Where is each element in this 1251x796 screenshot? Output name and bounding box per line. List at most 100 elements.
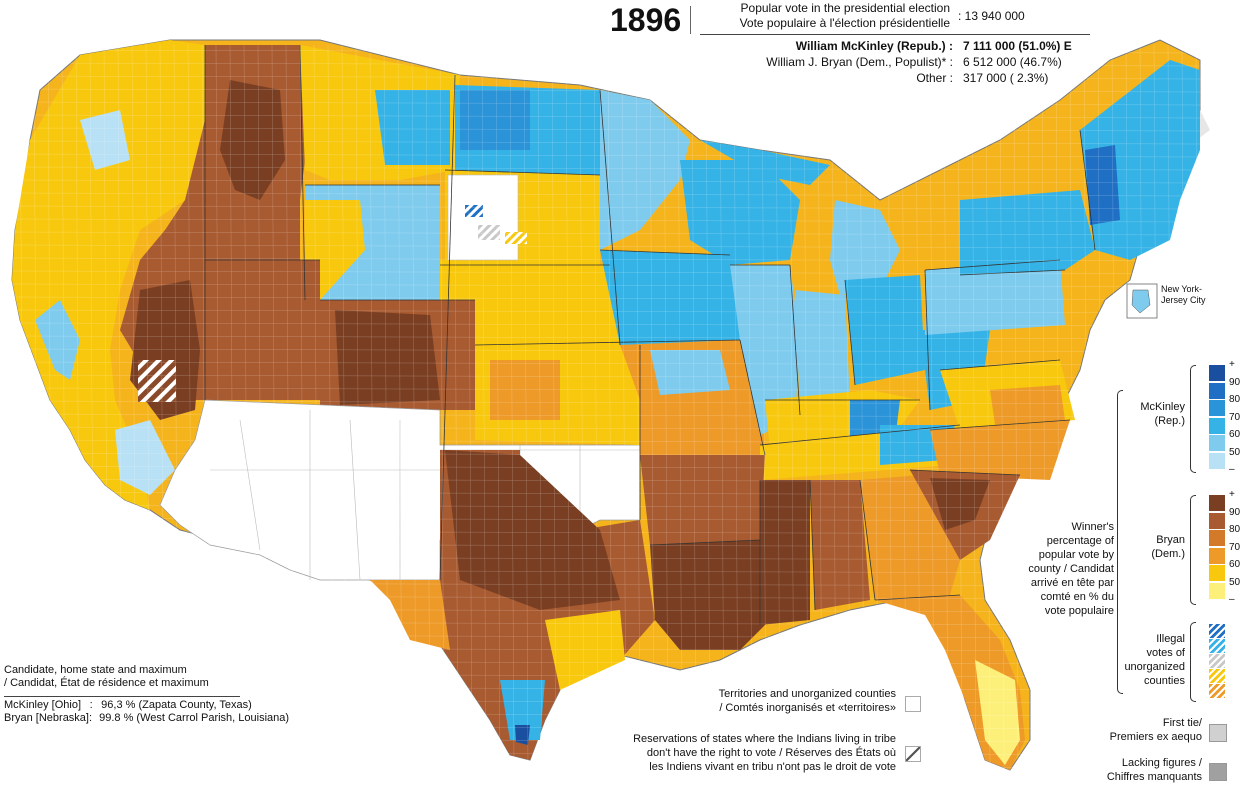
region-sc-dark [930,478,990,530]
county-line [9,257,1206,262]
reservations-swatch [905,746,921,762]
popular-vote-total: : 13 940 000 [958,9,1025,23]
year-separator [690,6,691,34]
county-line [145,44,151,771]
county-line [565,44,571,771]
county-line [929,44,935,771]
candidate-row-bryan: Bryan [Nebraska]: 99.8 % (West Carrol Pa… [4,712,289,724]
illegal-swatch [1209,669,1225,683]
county-line [9,62,1206,67]
county-line [215,44,221,771]
county-line [271,44,277,771]
region-alabama [810,480,870,610]
county-line [957,44,963,771]
mckinley-swatch [1209,417,1225,434]
popular-vote-en: Popular vote in the presidential electio… [740,1,950,15]
county-line [33,44,39,771]
county-line [1055,44,1061,771]
county-line [9,166,1206,171]
county-line [327,44,333,771]
region-nebraska [440,260,620,345]
county-line [1167,44,1173,771]
county-line [9,426,1206,431]
region-ks-orange [490,360,560,420]
scale-tick: 90 [1229,376,1241,388]
county-line [537,44,543,771]
region-up-michigan [700,140,830,185]
region-louisiana [650,540,770,650]
county-line [425,44,431,771]
mckinley-swatch [1209,452,1225,469]
county-line [733,44,739,771]
scale-tick: – [1229,464,1235,475]
county-line [9,296,1206,301]
county-line [1111,44,1117,771]
mckinley-label: McKinley (Rep.) [1140,401,1185,427]
mckinley-swatch [1209,400,1225,416]
county-line [509,44,515,771]
illegal-swatch [1209,639,1225,653]
county-line [817,44,823,771]
illegal-swatch [1209,654,1225,668]
mckinley-swatch [1209,435,1225,451]
candidate-info-rule [4,696,240,697]
county-line [9,348,1206,353]
county-line [411,44,417,771]
county-line [9,686,1206,691]
region-north-carolina [930,420,1070,480]
reservation-hatch [138,360,176,402]
territories-swatch [905,696,921,712]
state-borders [204,44,1096,625]
county-line [481,44,487,771]
county-line [9,543,1206,548]
county-line [9,335,1206,340]
winner-text: Winner's percentage of popular vote by c… [1028,521,1114,617]
county-line [9,673,1206,678]
popular-vote-caption: Popular vote in the presidential electio… [700,1,950,31]
county-line [859,44,865,771]
scale-tick: 50 [1229,446,1241,458]
county-line [9,413,1206,418]
region-fl-yellow [975,660,1020,765]
region-id-dark [220,80,285,200]
county-line [649,44,655,771]
illegal-text: Illegal votes of unorganized counties [1124,633,1185,687]
county-line [1083,44,1089,771]
county-line [159,44,165,771]
region-illinois [730,265,800,435]
county-line [9,491,1206,496]
region-wisconsin [680,160,800,265]
county-line [9,283,1206,288]
county-line [1195,44,1201,771]
illegal-sd-2 [478,225,500,240]
county-line [887,44,893,771]
inset-label: New York- Jersey City [1161,284,1206,305]
county-line [9,478,1206,483]
bryan-swatch [1209,565,1225,581]
illegal-sd-3 [505,232,527,244]
county-line [355,44,361,771]
county-line [397,44,403,771]
county-line [19,44,25,771]
county-line [9,725,1206,730]
region-pacific [12,40,205,510]
illegal-brace [1190,622,1196,702]
winner-brace [1117,390,1123,694]
bryan-swatch [1209,582,1225,599]
candidate-sep: : [89,699,93,711]
county-line [635,44,641,771]
county-line [1125,44,1131,771]
county-line [9,374,1206,379]
scale-tick: 60 [1229,429,1241,440]
county-line [9,114,1206,119]
county-line [9,556,1206,561]
region-ca-blue [115,420,175,495]
county-line [103,44,109,771]
result-name: Other : [916,71,953,85]
county-line [761,44,767,771]
county-line [9,218,1206,223]
reservation-sd [447,174,519,261]
scale-tick: 70 [1229,411,1241,423]
region-pennsylvania [925,260,1065,335]
county-line [299,44,305,771]
